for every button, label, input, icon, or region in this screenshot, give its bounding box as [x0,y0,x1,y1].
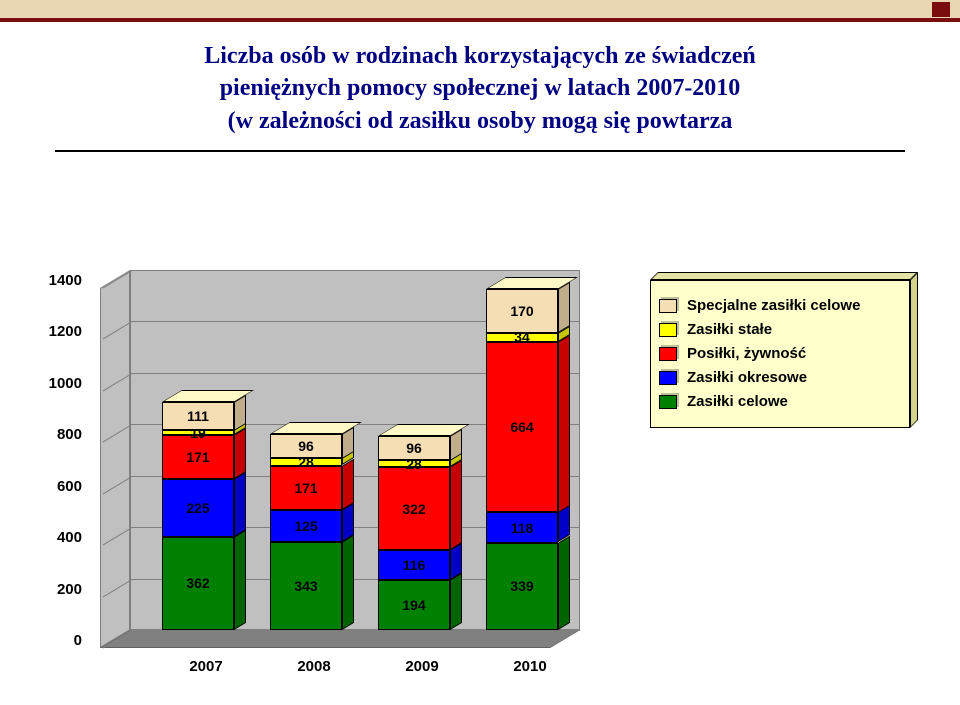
corner-square [932,2,950,17]
chart-legend: Specjalne zasiłki celowe Zasiłki stałe Pos… [650,280,910,428]
bar-segment-side [342,458,354,509]
title-line-3: (w zależności od zasiłku osoby mogą się … [55,105,905,137]
legend-item: Zasiłki okresowe [659,369,901,387]
y-axis-label: 200 [32,581,82,598]
legend-item: Zasiłki stałe [659,321,901,339]
bar-value-label: 170 [486,303,558,319]
x-axis-label: 2010 [494,658,566,675]
bar-value-label: 96 [270,438,342,454]
legend-label: Zasiłki stałe [687,321,772,339]
bar-value-label: 111 [162,408,234,424]
y-axis-label: 1400 [32,272,82,289]
legend-item: Specjalne zasiłki celowe [659,297,901,315]
bar-segment-side [342,535,354,630]
bar-value-label: 194 [378,597,450,613]
bar-value-label: 225 [162,500,234,516]
bar-2009: 1941163222896 [378,270,450,630]
y-axis-label: 800 [32,426,82,443]
chart-wall-left [100,270,130,648]
bar-value-label: 96 [378,440,450,456]
chart-title: Liczba osób w rodzinach korzystających z… [55,40,905,137]
chart-plot-area: 0200400600800100012001400 36222517119111… [100,270,580,660]
bar-value-label: 125 [270,518,342,534]
bar-2008: 3431251712896 [270,270,342,630]
x-axis-label: 2008 [278,658,350,675]
legend-label: Zasiłki celowe [687,393,788,411]
bar-segment-side [558,335,570,513]
legend-label: Posiłki, żywność [687,345,806,363]
x-axis-label: 2009 [386,658,458,675]
y-axis-label: 1000 [32,375,82,392]
bar-value-label: 171 [270,480,342,496]
title-line-2: pieniężnych pomocy społecznej w latach 2… [55,72,905,104]
bar-segment-side [234,472,246,537]
legend-label: Zasiłki okresowe [687,369,807,387]
x-axis-label: 2007 [170,658,242,675]
legend-3d-side [910,272,918,428]
bar-2007: 36222517119111 [162,270,234,630]
bar-segment-side [450,573,462,630]
bar-value-label: 322 [378,501,450,517]
legend-swatch [659,347,677,361]
bar-value-label: 118 [486,520,558,536]
legend-item: Posiłki, żywność [659,345,901,363]
y-axis-label: 1200 [32,323,82,340]
bar-value-label: 171 [162,449,234,465]
legend-swatch [659,299,677,313]
legend-swatch [659,395,677,409]
bar-value-label: 343 [270,578,342,594]
title-underline [55,150,905,152]
legend-swatch [659,323,677,337]
bar-segment-side [558,536,570,630]
y-axis-label: 400 [32,529,82,546]
bar-value-label: 116 [378,557,450,573]
title-line-1: Liczba osób w rodzinach korzystających z… [55,40,905,72]
legend-swatch [659,371,677,385]
bar-value-label: 664 [486,419,558,435]
bar-2010: 33911866434170 [486,270,558,630]
y-axis-label: 600 [32,478,82,495]
legend-label: Specjalne zasiłki celowe [687,297,860,315]
bar-segment-side [234,530,246,630]
bar-segment-side [558,282,570,333]
y-axis-label: 0 [32,632,82,649]
bar-segment-side [450,460,462,550]
legend-item: Zasiłki celowe [659,393,901,411]
gridline [130,630,580,631]
bar-segment-side [234,428,246,479]
slide-top-bar [0,0,960,22]
bar-value-label: 362 [162,575,234,591]
chart-floor [100,630,580,648]
legend-3d-top [650,272,918,280]
bar-value-label: 339 [486,578,558,594]
